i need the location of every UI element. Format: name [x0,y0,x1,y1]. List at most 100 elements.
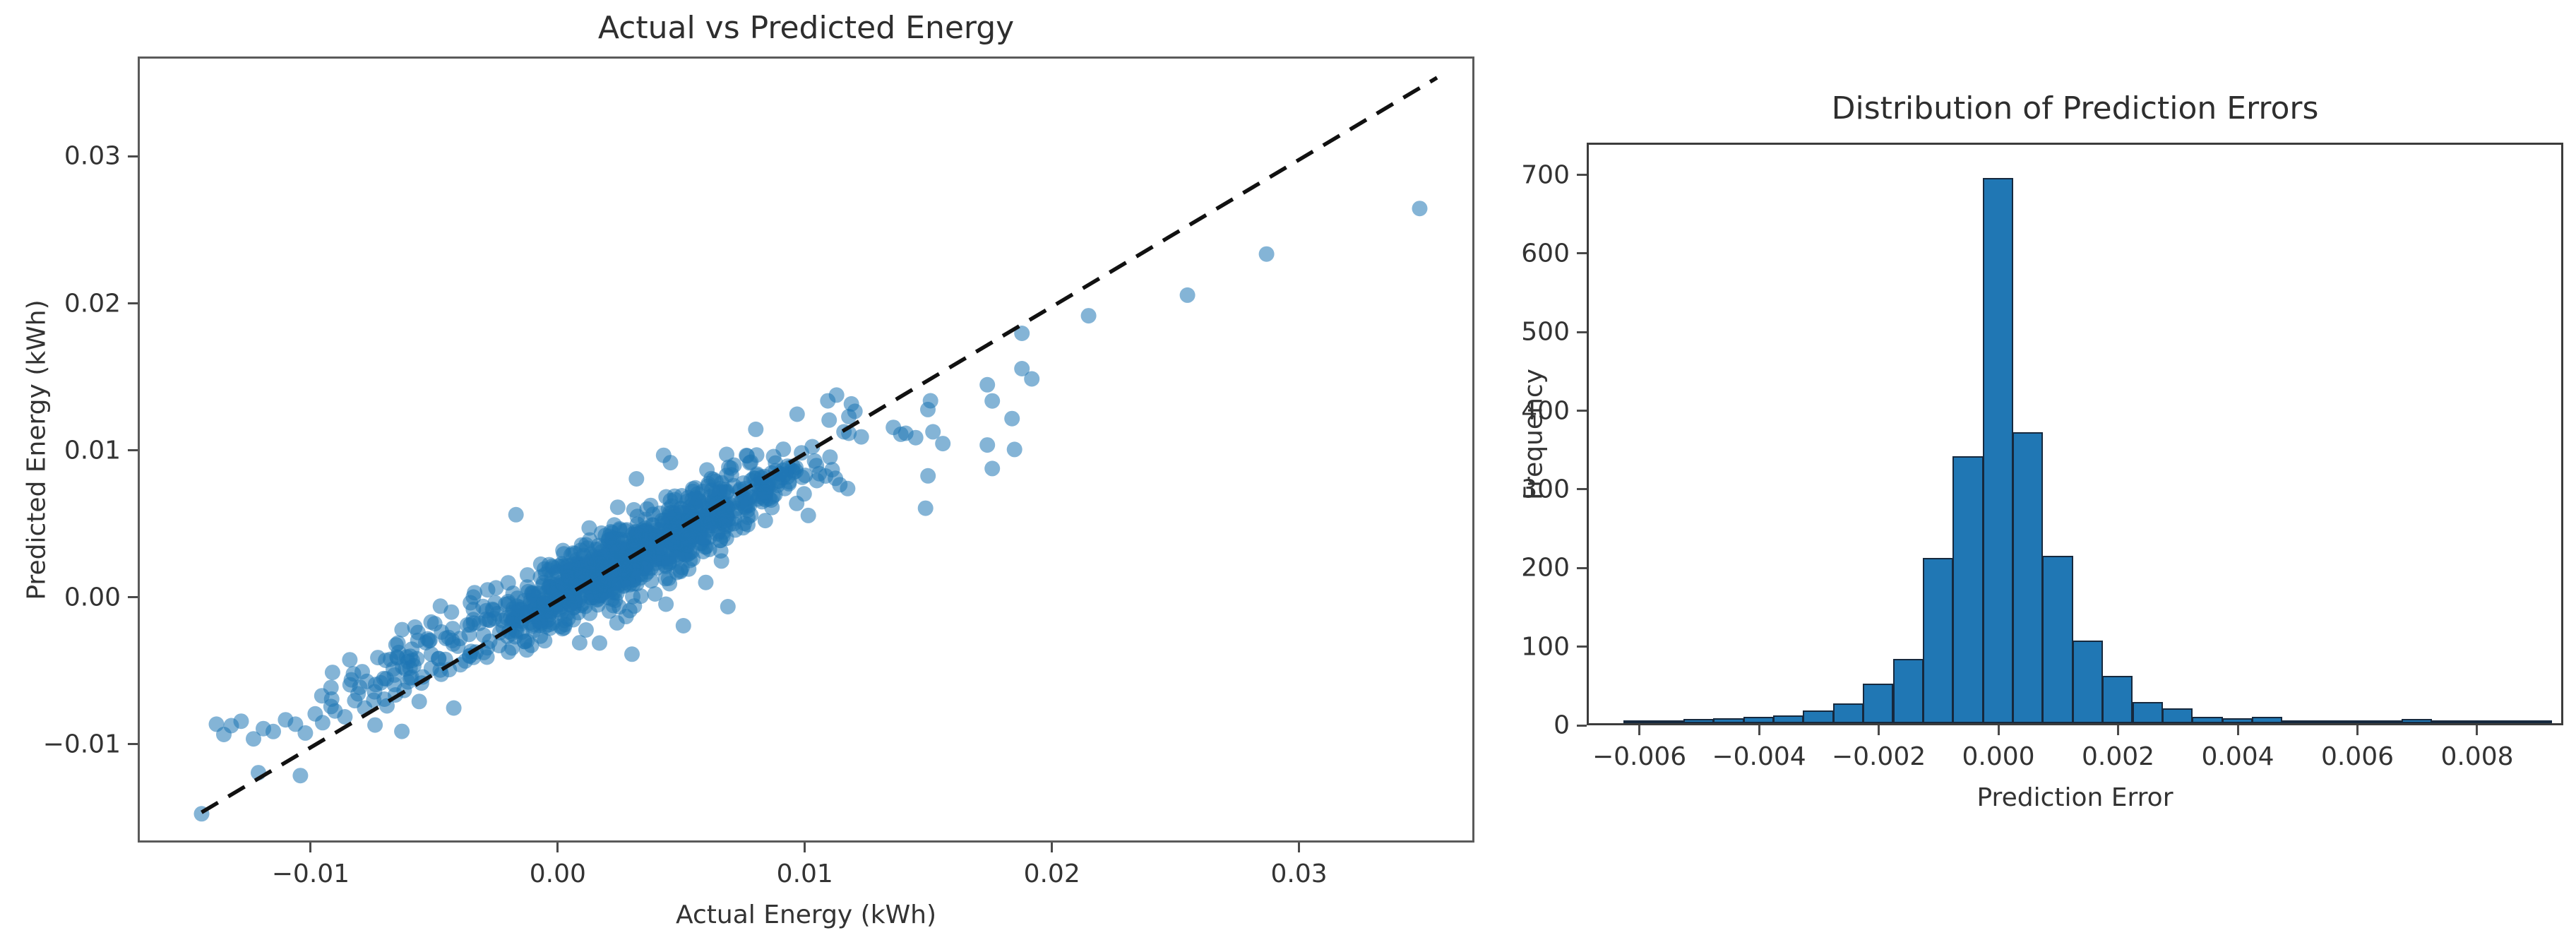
x-tick-mark [2117,725,2119,735]
x-tick-mark [1758,725,1760,735]
scatter-point [917,500,934,516]
histogram-bar [1922,558,1954,723]
histogram-bar [2102,676,2133,723]
scatter-point [979,376,996,393]
scatter-point [324,665,340,681]
scatter-point [525,616,542,632]
x-tick-label: 0.002 [2081,742,2155,771]
scatter-point [720,599,736,614]
x-tick-label: 0.01 [776,859,833,888]
scatter-point [292,768,309,784]
y-tick-label: 0 [1554,710,1570,740]
scatter-point [920,468,936,484]
scatter-point [624,646,640,662]
x-tick-mark [1051,843,1054,852]
scatter-point [715,528,731,544]
scatter-point [508,506,524,523]
histogram-bar [1982,178,2013,723]
scatter-point [266,723,281,739]
x-tick-label: −0.006 [1592,742,1687,771]
scatter-point [446,700,462,716]
histogram-bar [2371,720,2402,723]
scatter-point [922,393,938,409]
histogram-plot-area [1587,143,2563,725]
scatter-point [427,616,443,632]
scatter-point [376,691,393,707]
scatter-point [821,412,837,428]
x-tick-label: −0.002 [1831,742,1926,771]
histogram-bar [2311,720,2343,723]
x-tick-label: −0.004 [1712,742,1806,771]
scatter-point [626,501,642,518]
x-tick-mark [2476,725,2479,735]
scatter-point [581,520,597,536]
scatter-point [411,694,427,710]
histogram-bar [1623,720,1654,723]
scatter-point [433,666,449,682]
scatter-point [628,471,645,487]
scatter-point [1412,201,1428,217]
histogram-bar [1773,715,1804,723]
x-tick-mark [2236,725,2239,735]
scatter-point [695,544,711,559]
y-tick-label: 0.01 [64,436,121,465]
scatter-point [505,600,521,617]
scatter-point [390,644,407,660]
scatter-point [609,543,626,559]
scatter-point [713,553,729,569]
scatter-point [1006,441,1022,458]
scatter-point [693,498,710,514]
histogram-bar [2132,701,2163,723]
scatter-point [532,556,549,572]
scatter-point [647,586,663,602]
scatter-point [314,715,330,731]
scatter-point [673,535,689,552]
histogram-bar [2072,641,2104,723]
scatter-point [545,560,561,576]
scatter-point [592,576,608,593]
x-tick-label: 0.03 [1270,859,1328,888]
scatter-point [621,576,638,593]
histogram-bar [2251,717,2283,723]
scatter-point [508,623,525,639]
histogram-bar [2042,555,2073,723]
scatter-point [394,621,410,638]
scatter-point [1080,308,1097,324]
y-tick-mark [128,449,138,452]
scatter-point [757,513,773,529]
histogram-bar [1892,658,1924,723]
scatter-point [582,565,598,581]
scatter-point [560,569,576,585]
scatter-point [475,627,491,643]
scatter-point [638,511,654,528]
scatter-point [841,408,857,424]
scatter-point [789,406,805,422]
scatter-point [479,582,496,598]
scatter-point [445,621,460,637]
y-tick-label: 300 [1521,475,1570,504]
y-tick-label: 400 [1521,396,1570,426]
histogram-bar [2461,720,2492,723]
y-tick-mark [128,302,138,304]
x-tick-label: −0.01 [271,859,350,888]
scatter-point [465,589,482,605]
scatter-point [1179,287,1195,303]
y-tick-label: 0.02 [64,289,121,318]
y-tick-mark [1577,566,1587,569]
scatter-point [465,612,482,628]
histogram-bar [2431,720,2462,723]
scatter-point [1014,361,1030,376]
scatter-point [421,633,437,649]
scatter-point [591,549,607,565]
x-tick-mark [1997,725,2000,735]
scatter-point [777,480,793,496]
histogram-x-axis-label: Prediction Error [1976,783,2174,812]
scatter-point [925,424,941,440]
scatter-point [555,542,571,559]
scatter-point [505,585,521,602]
histogram-bar [1863,684,1894,723]
histogram-bar [2012,432,2044,723]
x-tick-mark [1298,843,1301,852]
x-tick-mark [1638,725,1641,735]
